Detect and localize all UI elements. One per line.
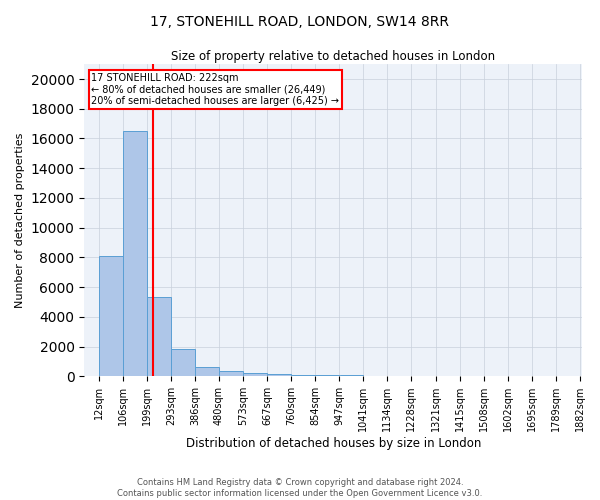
Title: Size of property relative to detached houses in London: Size of property relative to detached ho… bbox=[171, 50, 496, 63]
Bar bbox=[147, 298, 170, 376]
Bar bbox=[123, 131, 146, 376]
Bar bbox=[292, 374, 315, 376]
Y-axis label: Number of detached properties: Number of detached properties bbox=[15, 132, 25, 308]
Text: 17, STONEHILL ROAD, LONDON, SW14 8RR: 17, STONEHILL ROAD, LONDON, SW14 8RR bbox=[151, 15, 449, 29]
Bar bbox=[243, 372, 267, 376]
Bar bbox=[171, 350, 194, 376]
Bar bbox=[219, 371, 243, 376]
Bar bbox=[268, 374, 291, 376]
Text: 17 STONEHILL ROAD: 222sqm
← 80% of detached houses are smaller (26,449)
20% of s: 17 STONEHILL ROAD: 222sqm ← 80% of detac… bbox=[91, 73, 340, 106]
Bar bbox=[99, 256, 122, 376]
X-axis label: Distribution of detached houses by size in London: Distribution of detached houses by size … bbox=[185, 437, 481, 450]
Bar bbox=[195, 366, 219, 376]
Text: Contains HM Land Registry data © Crown copyright and database right 2024.
Contai: Contains HM Land Registry data © Crown c… bbox=[118, 478, 482, 498]
